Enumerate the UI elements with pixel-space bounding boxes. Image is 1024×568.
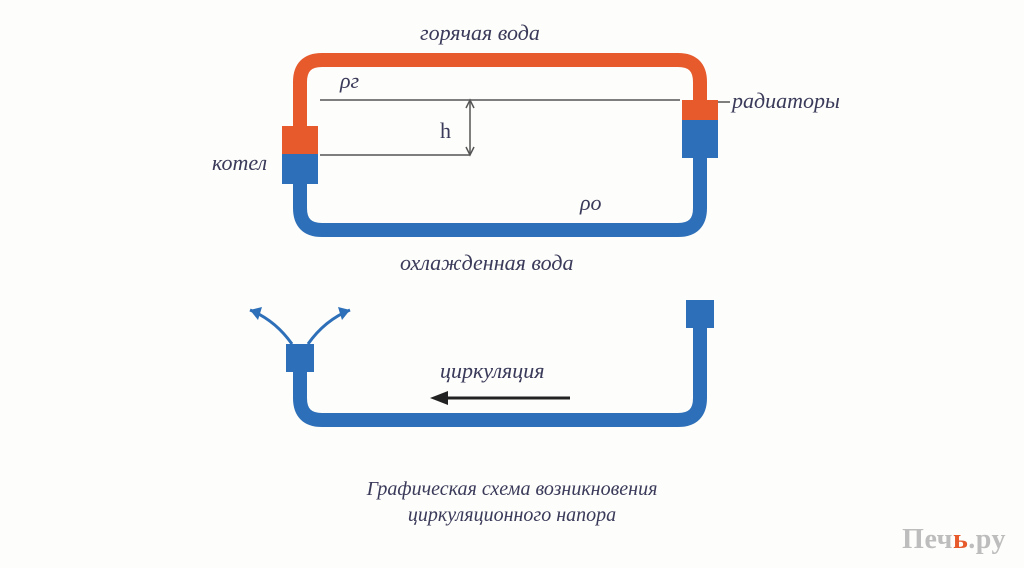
logo-suffix: .ру xyxy=(968,524,1006,555)
label-rho-hot: ρг xyxy=(340,68,359,94)
site-logo: Печь.ру xyxy=(902,524,1006,556)
logo-prefix: Печ xyxy=(902,524,953,555)
flame-icon: ь xyxy=(953,524,968,555)
label-radiators: радиаторы xyxy=(732,88,840,114)
label-rho-cold: ρо xyxy=(580,190,602,216)
label-circulation: циркуляция xyxy=(440,358,545,384)
radiator-box xyxy=(682,100,718,158)
label-hot-water: горячая вода xyxy=(420,20,540,46)
cold-pipe-top-loop xyxy=(300,158,700,230)
caption-line-2: циркуляционного напора xyxy=(0,504,1024,527)
label-cold-water: охлажденная вода xyxy=(400,250,573,276)
hot-pipe xyxy=(300,60,700,128)
bottom-right-box xyxy=(686,300,714,328)
outflow-arrows xyxy=(250,307,350,344)
boiler-box xyxy=(282,126,318,184)
bottom-left-box xyxy=(286,344,314,372)
label-boiler: котел xyxy=(212,150,267,176)
circulation-arrow xyxy=(430,391,570,405)
label-h: h xyxy=(440,118,451,144)
h-dimension xyxy=(320,100,680,155)
caption-line-1: Графическая схема возникновения xyxy=(0,478,1024,501)
